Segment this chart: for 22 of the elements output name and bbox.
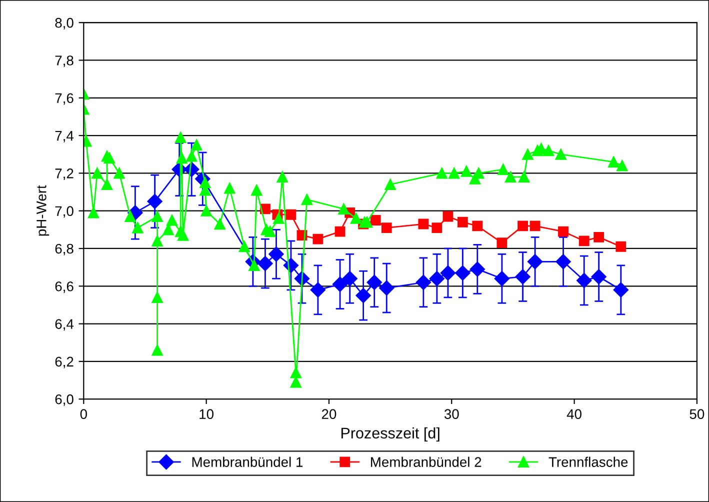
y-tick-label: 7,2 (55, 168, 74, 180)
y-tick-label: 6,6 (55, 281, 74, 293)
x-tick-label: 0 (80, 409, 87, 420)
x-tick-label: 20 (322, 409, 336, 420)
y-tick-label: 6,0 (55, 394, 74, 406)
y-tick-label: 7,8 (55, 56, 74, 68)
x-tick-label: 40 (566, 409, 582, 420)
legend-label: Trennflasche (548, 456, 628, 467)
y-tick-label: 7,0 (55, 206, 74, 218)
y-axis-title: pH-Wert (36, 185, 50, 236)
y-tick-label: 6,4 (55, 319, 74, 331)
legend-label: Membranbündel 1 (192, 456, 303, 467)
y-tick-label: 7,4 (55, 131, 74, 142)
y-tick-label: 8,0 (55, 18, 74, 30)
y-tick-label: 7,6 (55, 93, 74, 105)
x-tick-label: 50 (690, 409, 704, 420)
x-tick-label: 30 (444, 409, 459, 420)
x-tick-label: 10 (200, 409, 214, 420)
legend-label: Membranbündel 2 (371, 456, 482, 467)
y-tick-label: 6,2 (55, 356, 74, 368)
y-tick-label: 6,8 (55, 244, 74, 256)
x-axis-title: Prozesszeit [d] (341, 427, 440, 442)
